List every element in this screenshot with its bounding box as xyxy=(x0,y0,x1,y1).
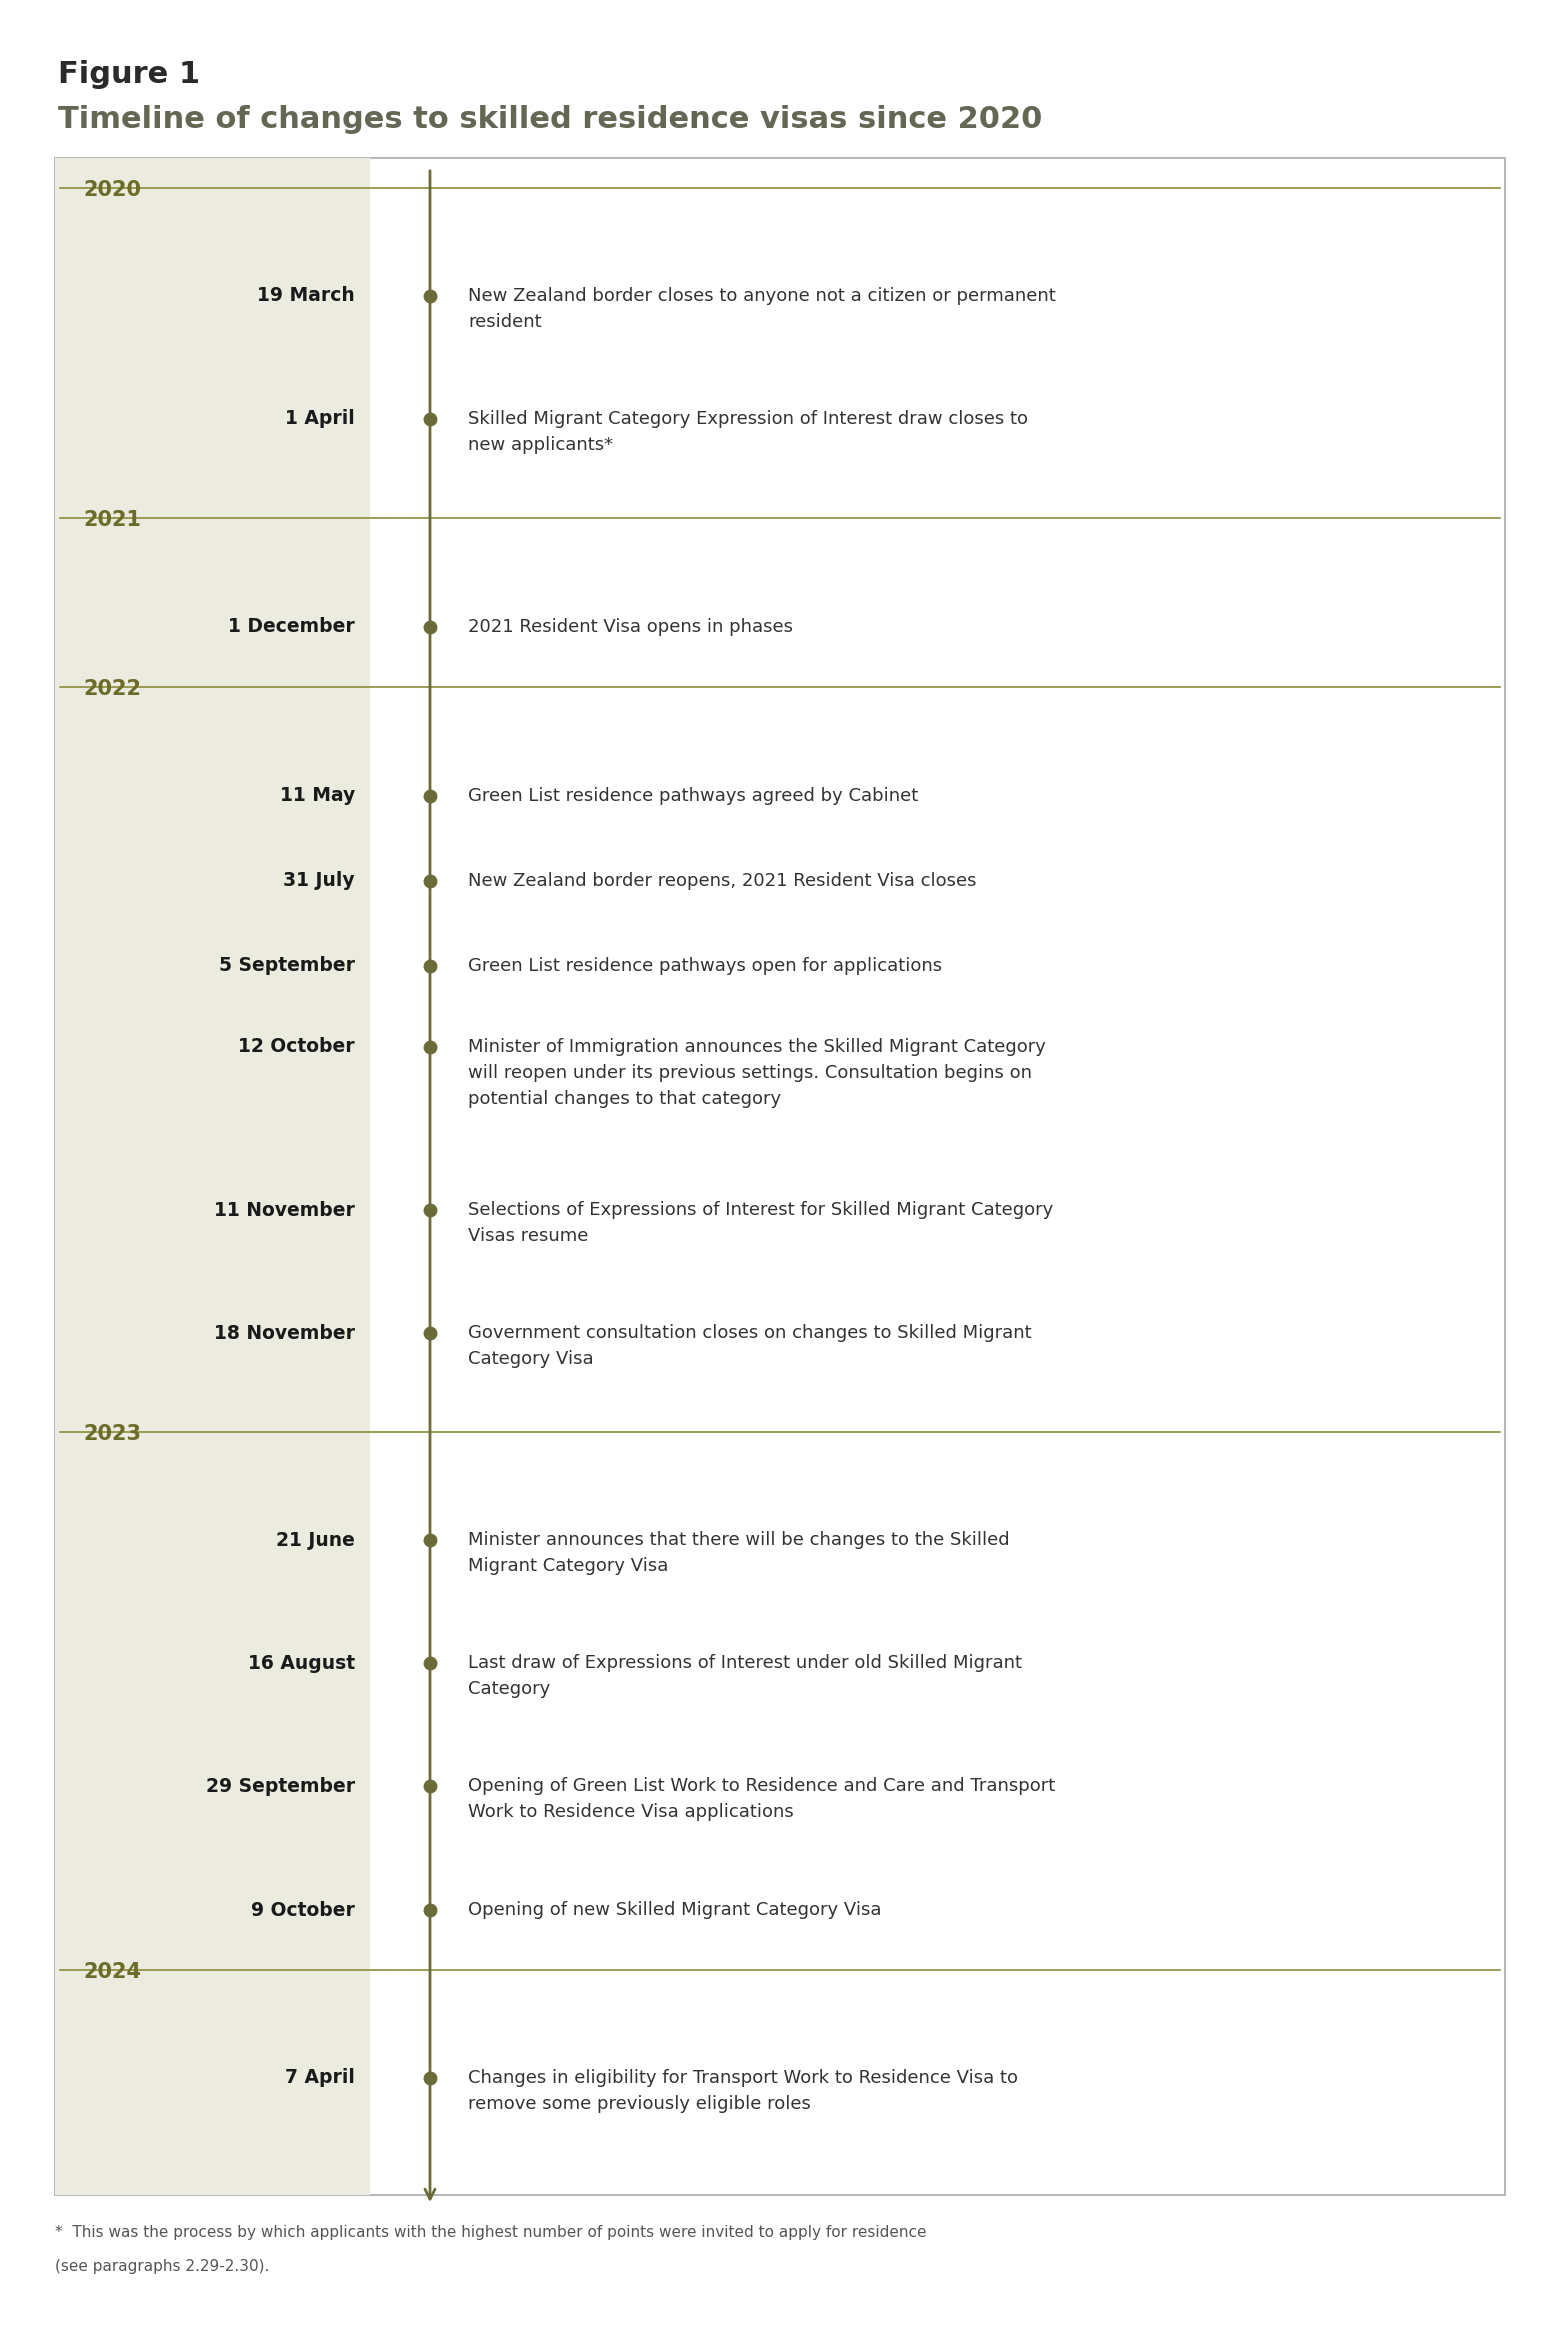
Text: Opening of Green List Work to Residence and Care and Transport: Opening of Green List Work to Residence … xyxy=(469,1777,1056,1795)
Text: Migrant Category Visa: Migrant Category Visa xyxy=(469,1558,668,1575)
Text: 1 April: 1 April xyxy=(285,409,355,428)
Bar xyxy=(54,157,371,2195)
Text: 2024: 2024 xyxy=(83,1962,142,1983)
Text: 2021 Resident Visa opens in phases: 2021 Resident Visa opens in phases xyxy=(469,618,793,635)
Text: Category Visa: Category Visa xyxy=(469,1351,593,1368)
Text: 19 March: 19 March xyxy=(257,287,355,306)
Text: Skilled Migrant Category Expression of Interest draw closes to: Skilled Migrant Category Expression of I… xyxy=(469,409,1028,428)
Text: potential changes to that category: potential changes to that category xyxy=(469,1090,782,1107)
Text: Opening of new Skilled Migrant Category Visa: Opening of new Skilled Migrant Category … xyxy=(469,1901,881,1920)
Text: Green List residence pathways agreed by Cabinet: Green List residence pathways agreed by … xyxy=(469,787,919,804)
Text: 12 October: 12 October xyxy=(238,1036,355,1055)
Text: 21 June: 21 June xyxy=(276,1530,355,1549)
Text: 7 April: 7 April xyxy=(285,2068,355,2087)
Text: *  This was the process by which applicants with the highest number of points we: * This was the process by which applican… xyxy=(54,2225,926,2240)
Text: 18 November: 18 November xyxy=(213,1323,355,1342)
Text: Visas resume: Visas resume xyxy=(469,1227,589,1246)
Text: Last draw of Expressions of Interest under old Skilled Migrant: Last draw of Expressions of Interest und… xyxy=(469,1654,1021,1673)
Text: 31 July: 31 July xyxy=(283,872,355,891)
Text: 2021: 2021 xyxy=(83,510,142,529)
Text: Government consultation closes on changes to Skilled Migrant: Government consultation closes on change… xyxy=(469,1325,1032,1342)
Text: 2022: 2022 xyxy=(83,679,142,698)
Text: resident: resident xyxy=(469,313,542,331)
Text: Timeline of changes to skilled residence visas since 2020: Timeline of changes to skilled residence… xyxy=(58,106,1042,134)
Text: 29 September: 29 September xyxy=(206,1777,355,1795)
Text: 9 October: 9 October xyxy=(251,1901,355,1920)
Text: Figure 1: Figure 1 xyxy=(58,61,201,89)
Text: Green List residence pathways open for applications: Green List residence pathways open for a… xyxy=(469,956,942,975)
Text: (see paragraphs 2.29-2.30).: (see paragraphs 2.29-2.30). xyxy=(54,2258,269,2275)
Text: Minister of Immigration announces the Skilled Migrant Category: Minister of Immigration announces the Sk… xyxy=(469,1039,1046,1055)
Text: Changes in eligibility for Transport Work to Residence Visa to: Changes in eligibility for Transport Wor… xyxy=(469,2068,1018,2087)
Bar xyxy=(54,157,1506,2195)
Text: 11 November: 11 November xyxy=(215,1201,355,1220)
Text: New Zealand border closes to anyone not a citizen or permanent: New Zealand border closes to anyone not … xyxy=(469,287,1056,306)
Text: 16 August: 16 August xyxy=(248,1654,355,1673)
Text: 2023: 2023 xyxy=(83,1424,142,1445)
Text: new applicants*: new applicants* xyxy=(469,435,613,454)
Text: New Zealand border reopens, 2021 Resident Visa closes: New Zealand border reopens, 2021 Residen… xyxy=(469,872,976,891)
Text: will reopen under its previous settings. Consultation begins on: will reopen under its previous settings.… xyxy=(469,1065,1032,1081)
Text: Category: Category xyxy=(469,1680,550,1699)
Text: Selections of Expressions of Interest for Skilled Migrant Category: Selections of Expressions of Interest fo… xyxy=(469,1201,1053,1220)
Text: Work to Residence Visa applications: Work to Residence Visa applications xyxy=(469,1802,794,1821)
Text: 2020: 2020 xyxy=(83,181,142,200)
Text: 11 May: 11 May xyxy=(280,785,355,806)
Text: 5 September: 5 September xyxy=(220,956,355,975)
Text: remove some previously eligible roles: remove some previously eligible roles xyxy=(469,2094,811,2113)
Text: 1 December: 1 December xyxy=(229,618,355,637)
Text: Minister announces that there will be changes to the Skilled: Minister announces that there will be ch… xyxy=(469,1532,1009,1549)
